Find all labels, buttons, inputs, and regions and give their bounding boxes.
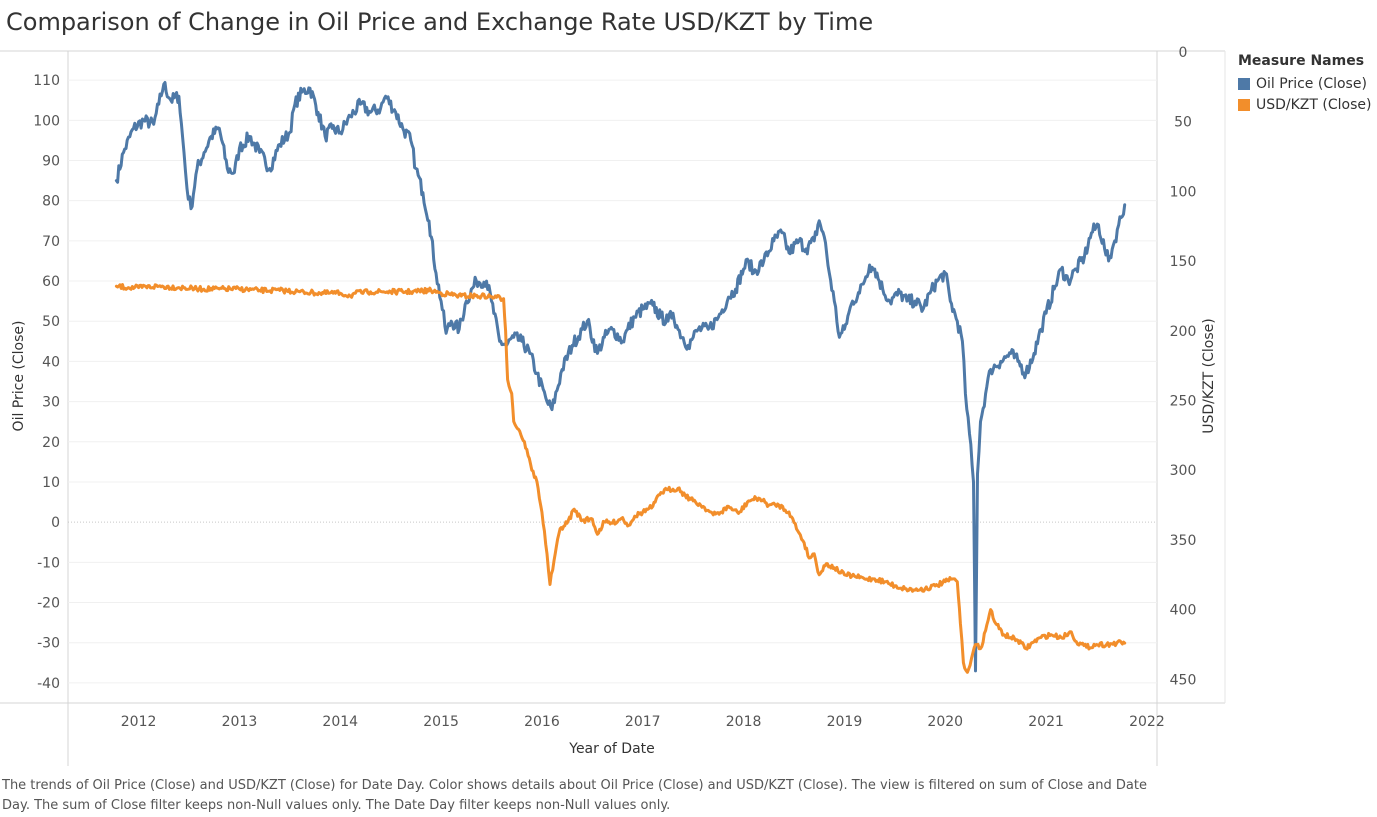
- legend-item-usd-kzt[interactable]: USD/KZT (Close): [1238, 94, 1371, 115]
- x-tick-label: 2014: [322, 714, 358, 730]
- legend-item-oil-price[interactable]: Oil Price (Close): [1238, 73, 1371, 94]
- x-tick-label: 2012: [121, 714, 157, 730]
- x-tick-label: 2018: [726, 714, 762, 730]
- legend-title: Measure Names: [1238, 53, 1365, 69]
- y-tick-label-left: -10: [37, 555, 60, 571]
- x-axis-label: Year of Date: [568, 741, 655, 757]
- x-tick-label: 2017: [625, 714, 661, 730]
- legend-label: USD/KZT (Close): [1256, 96, 1372, 113]
- y-tick-label-right: 100: [1170, 184, 1197, 200]
- x-tick-label: 2015: [423, 714, 459, 730]
- y-tick-label-left: 110: [33, 73, 60, 89]
- y-tick-label-left: -20: [37, 596, 60, 612]
- y-tick-label-right: 150: [1170, 254, 1197, 270]
- y-tick-label-right: 0: [1179, 45, 1188, 61]
- chart-caption: The trends of Oil Price (Close) and USD/…: [2, 778, 1147, 813]
- series-line-oil-price: [114, 81, 1127, 673]
- y-tick-label-right: 50: [1174, 115, 1192, 131]
- y-tick-label-right: 400: [1170, 603, 1197, 619]
- legend-label: Oil Price (Close): [1256, 75, 1367, 92]
- y-tick-label-left: 30: [42, 395, 60, 411]
- y-tick-label-left: 50: [42, 314, 60, 330]
- legend-swatch-kzt: [1238, 98, 1250, 111]
- y-tick-label-left: -40: [37, 676, 60, 692]
- y-tick-label-right: 450: [1170, 672, 1197, 688]
- legend: Measure Names Oil Price (Close) USD/KZT …: [1238, 53, 1371, 115]
- y-tick-label-left: 10: [42, 475, 60, 491]
- x-tick-label: 2019: [827, 714, 863, 730]
- y-tick-label-left: 0: [51, 515, 60, 531]
- x-axis-ticks: 2012 2013 2014 2015 2016 2017 2018 2019 2020 2021…: [121, 714, 1165, 730]
- y-tick-label-left: -30: [37, 636, 60, 652]
- gridlines: [68, 79, 1157, 684]
- series-line-usd-kzt: [114, 283, 1127, 674]
- chart-title: Comparison of Change in Oil Price and Ex…: [6, 8, 874, 36]
- right-y-axis-label: USD/KZT (Close): [1201, 318, 1217, 433]
- x-tick-label: 2021: [1028, 714, 1064, 730]
- x-tick-label: 2020: [927, 714, 963, 730]
- y-tick-label-left: 70: [42, 234, 60, 250]
- x-tick-label: 2013: [222, 714, 258, 730]
- series-lines: [114, 81, 1127, 674]
- y-tick-label-left: 40: [42, 354, 60, 370]
- right-y-axis-ticks: 0 50 100 150 200 250 300 350 400 450: [1170, 45, 1197, 688]
- y-tick-label-right: 200: [1170, 324, 1197, 340]
- left-y-axis-label: Oil Price (Close): [11, 321, 27, 432]
- y-tick-label-right: 250: [1170, 394, 1197, 410]
- y-tick-label-right: 300: [1170, 463, 1197, 479]
- y-tick-label-left: 80: [42, 194, 60, 210]
- plot-frame: [0, 50, 1226, 766]
- y-tick-label-left: 60: [42, 274, 60, 290]
- y-tick-label-left: 20: [42, 435, 60, 451]
- x-tick-label: 2022: [1129, 714, 1165, 730]
- left-y-axis-ticks: -40 -30 -20 -10 0 10 20 30 40 50 60 70 80 90 100 110: [33, 73, 60, 692]
- y-tick-label-right: 350: [1170, 533, 1197, 549]
- y-tick-label-left: 90: [42, 154, 60, 170]
- legend-swatch-oil: [1238, 77, 1250, 90]
- y-tick-label-left: 100: [33, 113, 60, 129]
- x-tick-label: 2016: [524, 714, 560, 730]
